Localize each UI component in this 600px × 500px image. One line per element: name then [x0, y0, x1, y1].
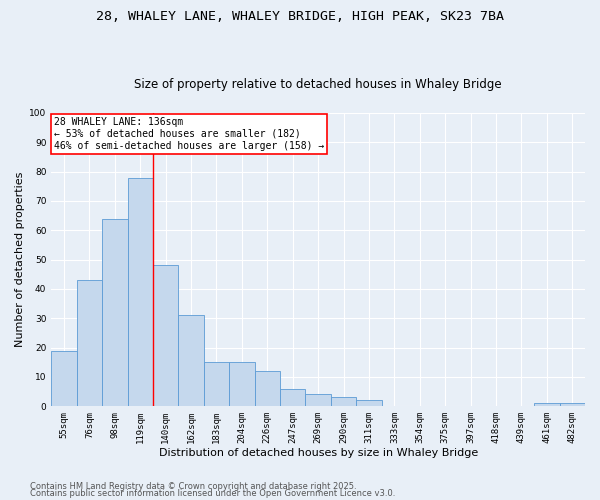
Bar [229, 362, 254, 406]
Bar [178, 316, 204, 406]
Text: 28, WHALEY LANE, WHALEY BRIDGE, HIGH PEAK, SK23 7BA: 28, WHALEY LANE, WHALEY BRIDGE, HIGH PEA… [96, 10, 504, 23]
Bar [331, 398, 356, 406]
Bar [356, 400, 382, 406]
Bar [254, 371, 280, 406]
Bar [305, 394, 331, 406]
Bar [102, 218, 128, 406]
Text: 28 WHALEY LANE: 136sqm
← 53% of detached houses are smaller (182)
46% of semi-de: 28 WHALEY LANE: 136sqm ← 53% of detached… [54, 118, 324, 150]
Bar [560, 404, 585, 406]
Text: Contains public sector information licensed under the Open Government Licence v3: Contains public sector information licen… [30, 489, 395, 498]
Bar [534, 404, 560, 406]
Text: Contains HM Land Registry data © Crown copyright and database right 2025.: Contains HM Land Registry data © Crown c… [30, 482, 356, 491]
Bar [280, 388, 305, 406]
Title: Size of property relative to detached houses in Whaley Bridge: Size of property relative to detached ho… [134, 78, 502, 91]
Bar [153, 266, 178, 406]
Y-axis label: Number of detached properties: Number of detached properties [15, 172, 25, 348]
Bar [128, 178, 153, 406]
Bar [204, 362, 229, 406]
Bar [51, 350, 77, 406]
X-axis label: Distribution of detached houses by size in Whaley Bridge: Distribution of detached houses by size … [158, 448, 478, 458]
Bar [77, 280, 102, 406]
